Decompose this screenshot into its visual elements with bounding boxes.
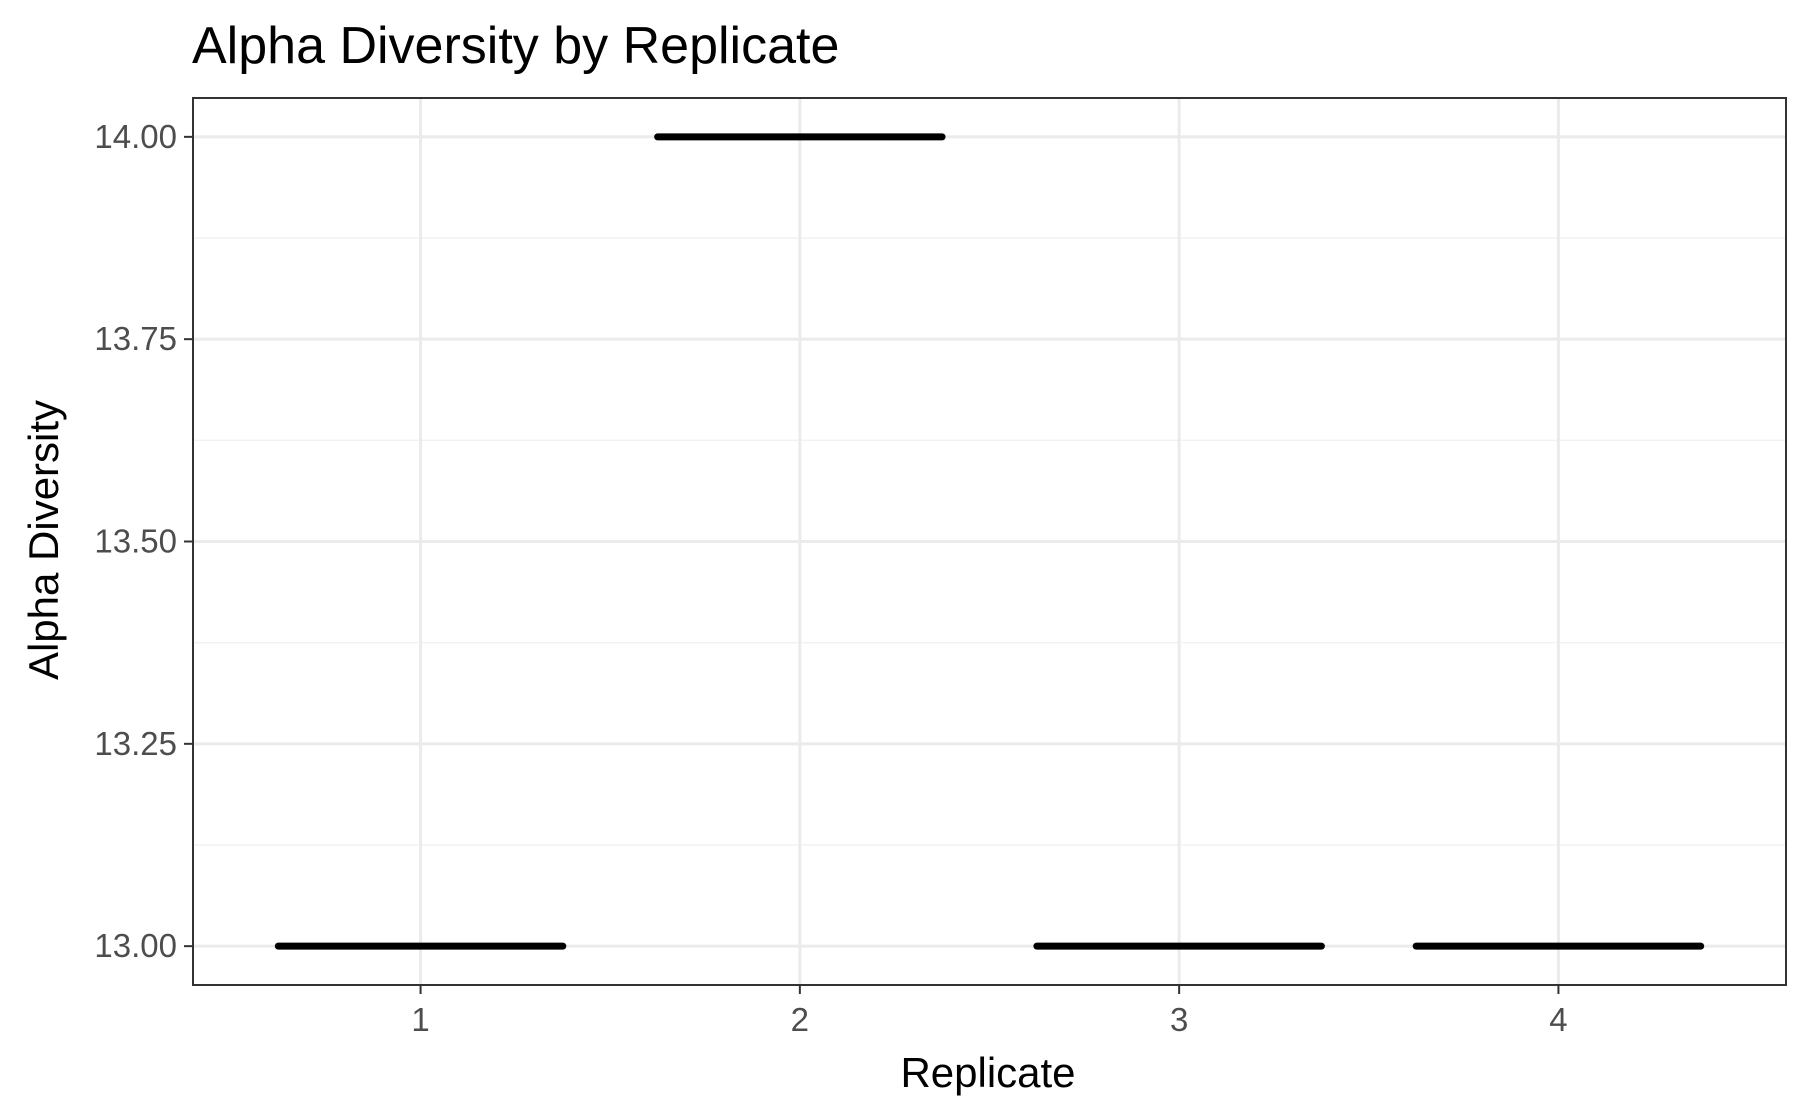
y-axis: 13.00 13.25 13.50 13.75 14.00 (94, 118, 193, 964)
y-tick-label: 13.75 (94, 320, 177, 357)
x-tick-label: 4 (1549, 1001, 1567, 1038)
plot-marks (274, 133, 1705, 950)
x-axis-title: Replicate (900, 1049, 1075, 1096)
plot-grid (193, 98, 1786, 985)
x-tick-label: 3 (1170, 1001, 1188, 1038)
y-tick-label: 14.00 (94, 118, 177, 155)
x-tick-label: 1 (411, 1001, 429, 1038)
y-axis-title: Alpha Diversity (20, 400, 67, 680)
y-tick-label: 13.25 (94, 725, 177, 762)
y-tick-label: 13.00 (94, 927, 177, 964)
x-tick-label: 2 (791, 1001, 809, 1038)
y-tick-label: 13.50 (94, 523, 177, 560)
chart-title: Alpha Diversity by Replicate (192, 17, 839, 75)
x-axis: 1 2 3 4 (411, 985, 1568, 1038)
